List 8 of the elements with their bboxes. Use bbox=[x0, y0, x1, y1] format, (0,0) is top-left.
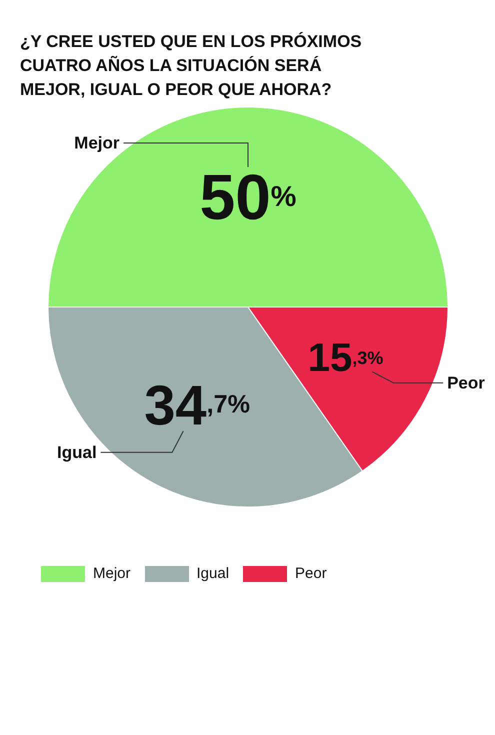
data-label: 50% bbox=[200, 161, 296, 233]
slice-label: Peor bbox=[447, 373, 486, 392]
legend-label: Peor bbox=[295, 565, 327, 582]
legend-label: Igual bbox=[196, 565, 230, 582]
legend-label: Mejor bbox=[93, 565, 131, 582]
slice-label: Igual bbox=[57, 442, 97, 462]
slice-label: Mejor bbox=[74, 134, 120, 152]
chart-title: ¿Y CREE USTED QUE EN LOS PRÓXIMOS CUATRO AÑOS LA SITUACIÓN SERÁ MEJOR, IGUAL O PEOR QUE AHORA? bbox=[19, 31, 363, 101]
